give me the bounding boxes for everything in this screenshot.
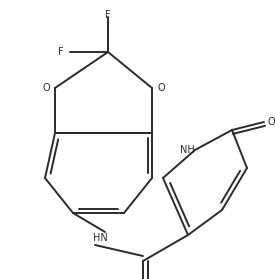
Text: O: O	[157, 83, 165, 93]
Text: O: O	[42, 83, 50, 93]
Text: HN: HN	[93, 233, 107, 243]
Text: NH: NH	[180, 145, 195, 155]
Text: O: O	[268, 117, 275, 127]
Text: F: F	[58, 47, 64, 57]
Text: F: F	[105, 10, 111, 20]
